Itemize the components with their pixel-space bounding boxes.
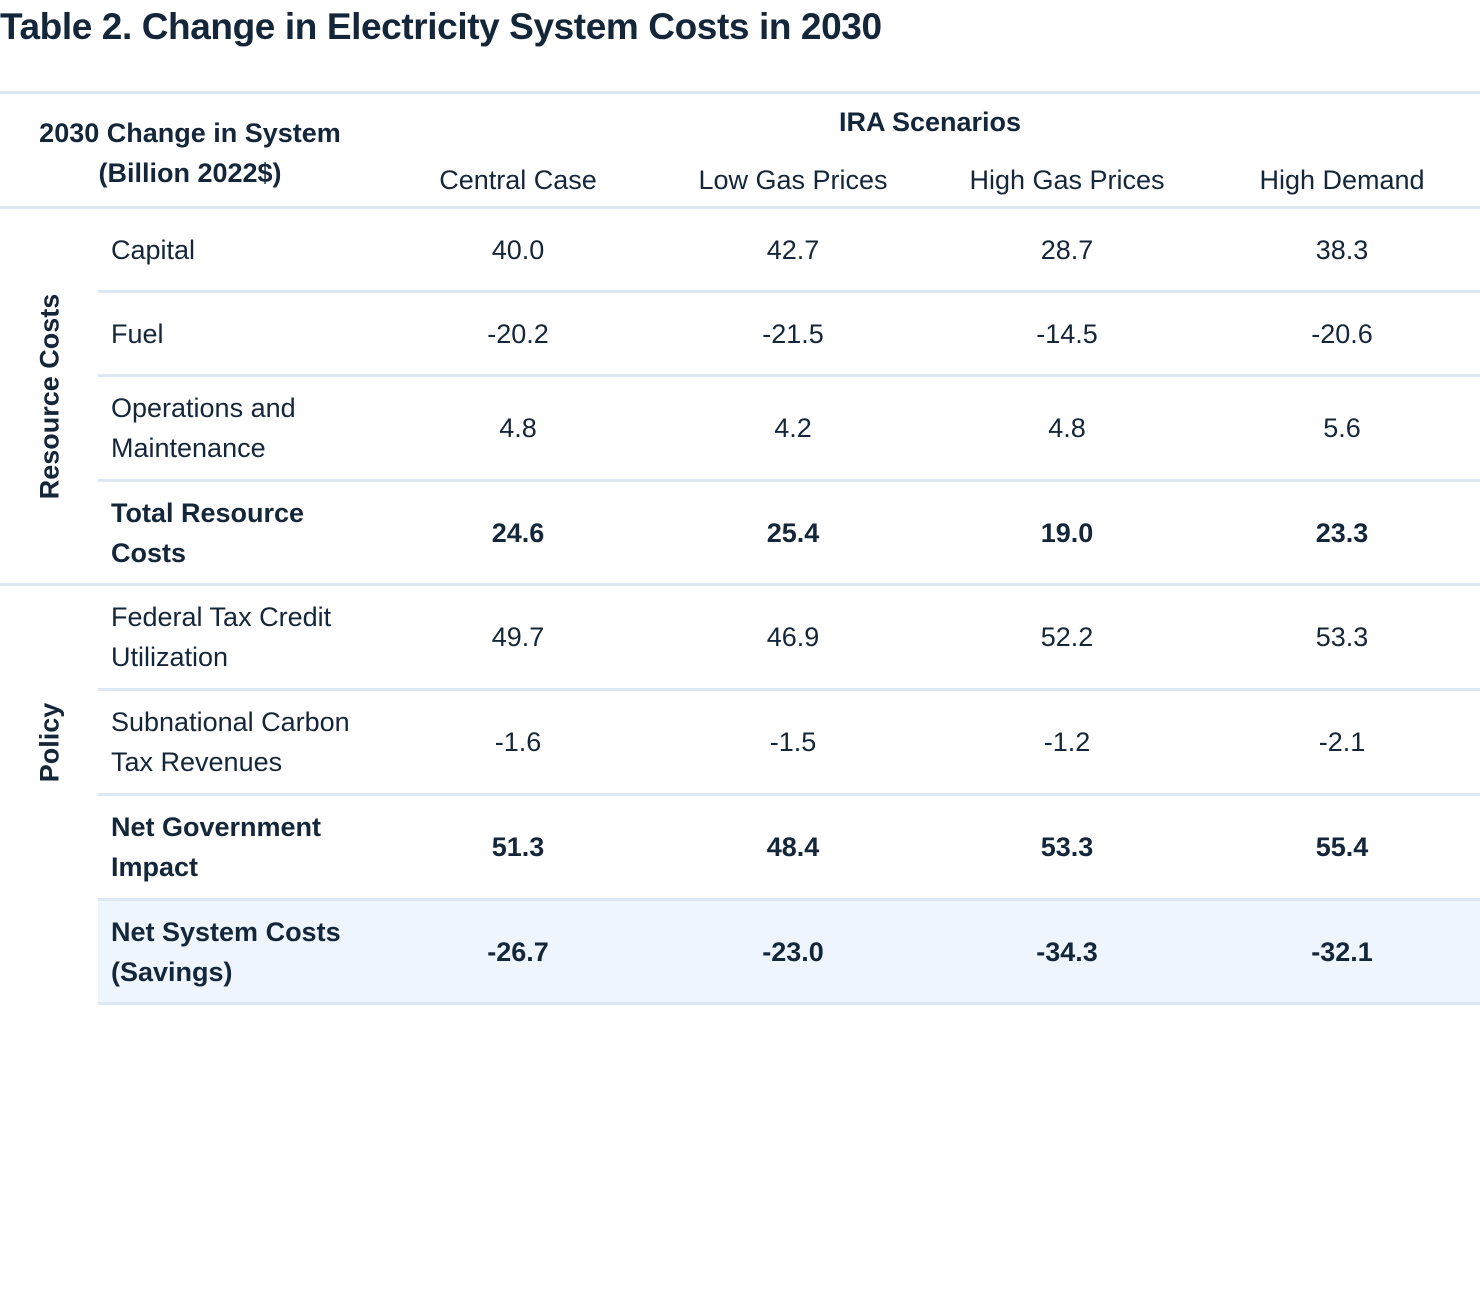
table-cell: 53.3 <box>1040 832 1094 862</box>
column-header-low-gas-prices: Low Gas Prices <box>698 165 888 195</box>
rule-top <box>0 91 1480 94</box>
row-label-capital: Capital <box>111 234 196 265</box>
rule-header-bottom <box>0 206 1480 209</box>
table-cell: 28.7 <box>1040 234 1094 265</box>
table-cell: -21.5 <box>762 318 824 349</box>
table-cell: 38.3 <box>1315 234 1369 265</box>
table-cell: -34.3 <box>1036 936 1098 967</box>
row-label-net-government-impact: Net Government Impact <box>111 812 322 882</box>
table-cell: 52.2 <box>1040 622 1094 652</box>
table-cell: 42.7 <box>766 234 820 265</box>
table-cell: 51.3 <box>491 832 545 862</box>
row-label-net-system-costs: Net System Costs (Savings) <box>111 916 341 987</box>
rule-group-separator <box>0 583 1480 586</box>
net-system-costs-row-background <box>98 900 1480 1004</box>
table-cell: -23.0 <box>762 936 824 967</box>
scenario-group-header: IRA Scenarios <box>838 107 1022 137</box>
column-header-central-case: Central Case <box>439 165 597 195</box>
row-label-total-resource-costs: Total Resource Costs <box>111 497 305 568</box>
table-cell: 4.8 <box>1048 413 1086 443</box>
table-title: Table 2. Change in Electricity System Co… <box>0 6 882 47</box>
rule-row <box>98 898 1480 901</box>
table-cell: 48.4 <box>766 832 820 862</box>
row-header: 2030 Change in System (Billion 2022$) <box>0 113 380 193</box>
column-header-high-gas-prices: High Gas Prices <box>969 165 1165 195</box>
group-label-policy: Policy <box>34 702 65 782</box>
row-label-operations-maintenance: Operations and Maintenance <box>111 393 296 463</box>
table-cell: -1.6 <box>494 727 542 757</box>
row-label-subnational-carbon-tax: Subnational Carbon Tax Revenues <box>111 707 350 777</box>
table-cell: 46.9 <box>766 622 820 652</box>
table-cell: 40.0 <box>491 234 545 265</box>
column-header-high-demand: High Demand <box>1259 165 1425 195</box>
table-cell: 25.4 <box>766 517 820 548</box>
table-cell: 4.8 <box>499 413 537 443</box>
table-cell: -2.1 <box>1318 727 1366 757</box>
row-label-fuel: Fuel <box>111 318 164 349</box>
rule-row <box>98 290 1480 293</box>
table-cell: 53.3 <box>1315 622 1369 652</box>
rule-row <box>98 793 1480 796</box>
row-header-line2: (Billion 2022$) <box>98 158 282 188</box>
rule-row <box>98 374 1480 377</box>
table-cell: 24.6 <box>491 517 545 548</box>
table-cell: 23.3 <box>1315 517 1369 548</box>
table-cell: 49.7 <box>491 622 545 652</box>
table-cell: -1.2 <box>1043 727 1091 757</box>
row-label-federal-tax-credit: Federal Tax Credit Utilization <box>111 602 332 672</box>
table-cell: -1.5 <box>769 727 817 757</box>
table-cell: 4.2 <box>774 413 812 443</box>
group-label-resource-costs: Resource Costs <box>34 293 65 499</box>
table-cell: -26.7 <box>487 936 549 967</box>
table-cell: 55.4 <box>1315 832 1369 862</box>
table-cell: 5.6 <box>1323 413 1361 443</box>
table-cell: -32.1 <box>1311 936 1373 967</box>
table-cell: 19.0 <box>1040 517 1094 548</box>
rule-bottom <box>98 1002 1480 1005</box>
row-header-line1: 2030 Change in System <box>39 118 341 148</box>
rule-row <box>98 688 1480 691</box>
table-cell: -14.5 <box>1036 318 1098 349</box>
table-cell: -20.6 <box>1311 318 1373 349</box>
table-cell: -20.2 <box>487 318 549 349</box>
rule-row <box>98 479 1480 482</box>
